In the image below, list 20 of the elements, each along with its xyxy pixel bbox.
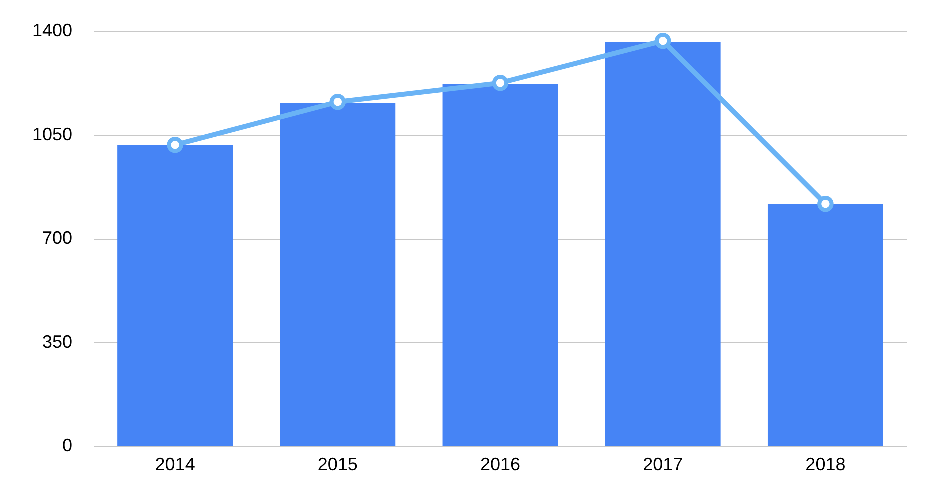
y-tick-label: 700 xyxy=(42,228,72,248)
point xyxy=(818,196,834,212)
x-tick-label: 2016 xyxy=(480,454,521,474)
bar xyxy=(280,103,396,446)
y-tick-label: 350 xyxy=(42,332,72,352)
x-tick-label: 2015 xyxy=(318,454,358,474)
y-tick-label: 0 xyxy=(62,436,72,456)
x-tick-label: 2017 xyxy=(643,454,684,474)
y-tick-label: 1050 xyxy=(32,124,72,144)
y-tick-label: 1400 xyxy=(32,20,72,40)
bar xyxy=(442,84,558,446)
point xyxy=(492,75,509,92)
bar xyxy=(605,42,721,446)
bar xyxy=(768,204,884,446)
point xyxy=(167,137,184,154)
x-tick-label: 2018 xyxy=(806,454,846,474)
bar xyxy=(118,145,234,446)
point xyxy=(330,94,346,110)
point xyxy=(654,32,672,50)
x-tick-label: 2014 xyxy=(155,454,196,474)
